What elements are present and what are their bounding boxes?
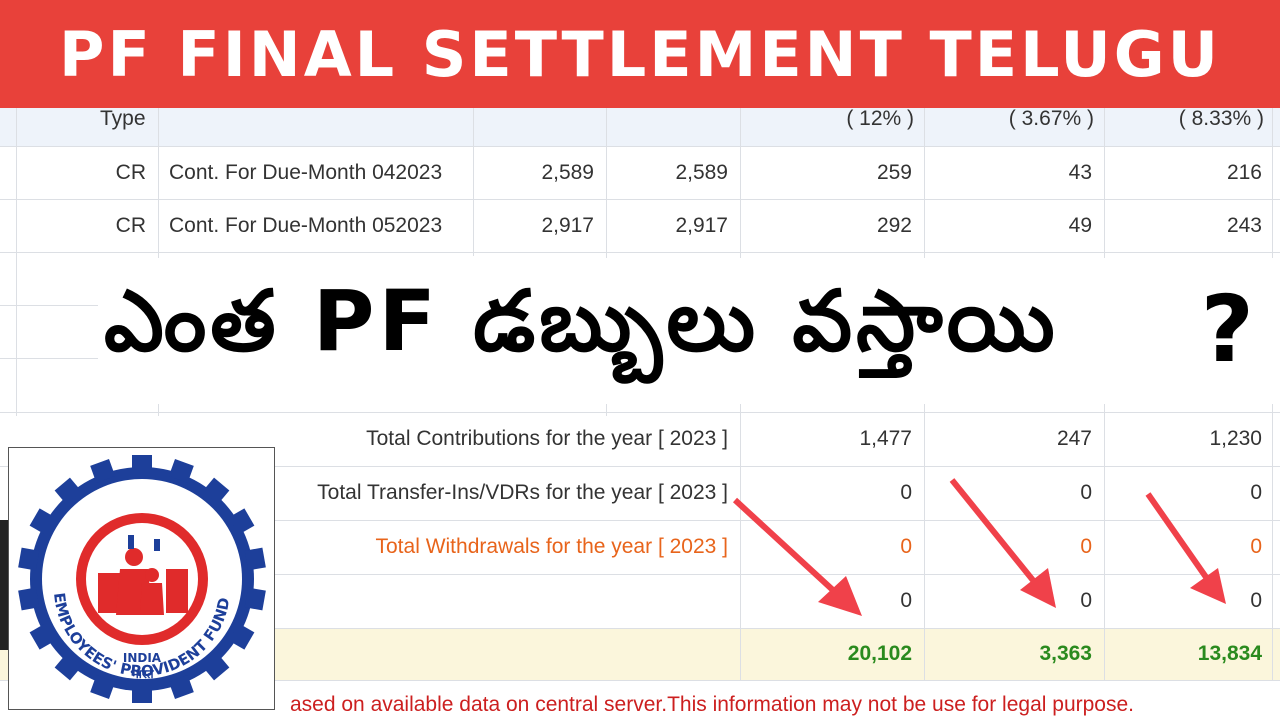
- banner-title: PF FINAL SETTLEMENT TELUGU: [59, 17, 1221, 91]
- column-header-employer-share: ( 3.67% ): [1008, 107, 1094, 130]
- question-overlay: ఎంత PF డబ్బులు వస్తాయి ?: [98, 258, 1280, 404]
- table-row-epf-wages: 2,589: [541, 160, 594, 184]
- grid-line: [0, 305, 100, 306]
- interest-employee: 0: [900, 589, 912, 612]
- closing-balance-employer: 3,363: [1039, 642, 1092, 665]
- grid-line: [0, 199, 1280, 200]
- table-row-employee-share: 292: [876, 213, 912, 237]
- total-contributions-label: Total Contributions for the year [ 2023 …: [366, 427, 728, 450]
- closing-balance-employee: 20,102: [847, 642, 912, 665]
- grid-line: [158, 96, 159, 416]
- table-row-employee-share: 259: [876, 160, 912, 184]
- total-withdrawals-label: Total Withdrawals for the year [ 2023 ]: [375, 535, 729, 558]
- epfo-logo-box: EMPLOYEES' PROVIDENT FUND ORGANISATION I…: [3, 434, 275, 710]
- table-row-particulars: Cont. For Due-Month 052023: [169, 213, 443, 237]
- left-edge-strip: [0, 520, 8, 650]
- column-header-type: Type: [100, 107, 146, 130]
- table-row-type: CR: [115, 213, 146, 237]
- total-transfer-ins-employee: 0: [900, 481, 912, 504]
- arrow-icon: [732, 497, 862, 616]
- grid-line: [0, 466, 1280, 467]
- title-banner: PF FINAL SETTLEMENT TELUGU: [0, 0, 1280, 108]
- grid-line: [606, 96, 607, 416]
- epfo-logo-icon: EMPLOYEES' PROVIDENT FUND ORGANISATION I…: [3, 434, 266, 703]
- question-text: ఎంత PF డబ్బులు వస్తాయి: [104, 271, 1059, 370]
- table-row-employer-share: 43: [1068, 160, 1092, 184]
- total-transfer-ins-pension: 0: [1250, 481, 1262, 504]
- question-mark: ?: [1200, 276, 1254, 383]
- disclaimer-footer: ased on available data on central server…: [290, 693, 1134, 716]
- table-row-employer-share: 49: [1068, 213, 1092, 237]
- grid-line: [0, 520, 1280, 521]
- logo-country-hindi: भारत: [130, 667, 154, 681]
- table-row-pension-share: 243: [1226, 213, 1262, 237]
- arrow-icon: [949, 478, 1056, 608]
- table-row-particulars: Cont. For Due-Month 042023: [169, 160, 443, 184]
- grid-line: [0, 146, 1280, 147]
- grid-line: [0, 680, 1280, 681]
- column-header-pension-share: ( 8.33% ): [1178, 107, 1264, 130]
- total-contributions-employer: 247: [1056, 427, 1092, 450]
- grid-line: [16, 96, 17, 416]
- table-row-pension-share: 216: [1226, 160, 1262, 184]
- logo-country: INDIA: [123, 651, 162, 665]
- table-row-eps-wages: 2,917: [675, 213, 728, 237]
- total-contributions-pension: 1,230: [1209, 427, 1262, 450]
- table-row-eps-wages: 2,589: [675, 160, 728, 184]
- table-row-epf-wages: 2,917: [541, 213, 594, 237]
- grid-line: [0, 574, 1280, 575]
- grid-line: [0, 252, 1280, 253]
- grid-line: [0, 358, 100, 359]
- total-withdrawals-employer: 0: [1080, 535, 1092, 558]
- interest-pension: 0: [1250, 589, 1262, 612]
- total-transfer-ins-label: Total Transfer-Ins/VDRs for the year [ 2…: [317, 481, 728, 504]
- total-transfer-ins-employer: 0: [1080, 481, 1092, 504]
- total-withdrawals-pension: 0: [1250, 535, 1262, 558]
- total-withdrawals-employee: 0: [900, 535, 912, 558]
- grid-line: [0, 412, 1280, 413]
- grid-line: [0, 628, 1280, 629]
- grid-line: [473, 96, 474, 256]
- arrow-icon: [1145, 492, 1226, 604]
- table-row-type: CR: [115, 160, 146, 184]
- total-contributions-employee: 1,477: [859, 427, 912, 450]
- interest-employer: 0: [1080, 589, 1092, 612]
- column-header-employee-share: ( 12% ): [846, 107, 914, 130]
- closing-balance-pension: 13,834: [1197, 642, 1262, 665]
